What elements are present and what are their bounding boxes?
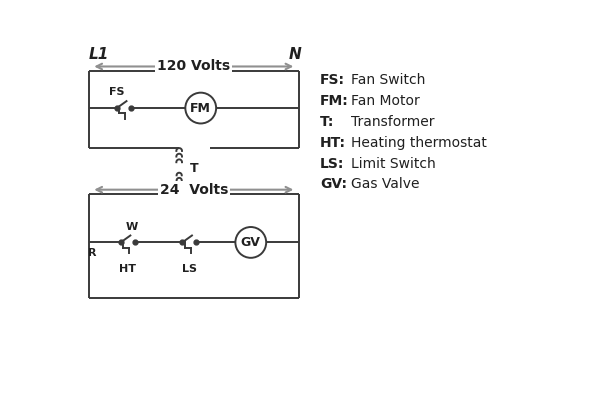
Text: 24  Volts: 24 Volts [160, 183, 228, 197]
Text: Limit Switch: Limit Switch [351, 156, 435, 170]
Text: N: N [289, 47, 301, 62]
Text: HT: HT [119, 264, 136, 274]
Text: FS: FS [109, 86, 124, 96]
Text: Fan Motor: Fan Motor [351, 94, 419, 108]
Text: 120 Volts: 120 Volts [158, 60, 230, 74]
Text: FM:: FM: [320, 94, 349, 108]
Text: HT:: HT: [320, 136, 346, 150]
Text: FS:: FS: [320, 73, 345, 87]
Text: Transformer: Transformer [351, 115, 434, 129]
Text: GV:: GV: [320, 177, 347, 191]
Text: LS: LS [182, 264, 196, 274]
Text: L1: L1 [89, 47, 110, 62]
Text: GV: GV [241, 236, 261, 249]
Text: Heating thermostat: Heating thermostat [351, 136, 487, 150]
Text: Gas Valve: Gas Valve [351, 177, 419, 191]
Text: R: R [88, 248, 96, 258]
Text: LS:: LS: [320, 156, 345, 170]
Text: W: W [125, 222, 137, 232]
Text: Fan Switch: Fan Switch [351, 73, 425, 87]
Text: FM: FM [191, 102, 211, 114]
Text: T: T [190, 162, 199, 175]
Text: T:: T: [320, 115, 335, 129]
